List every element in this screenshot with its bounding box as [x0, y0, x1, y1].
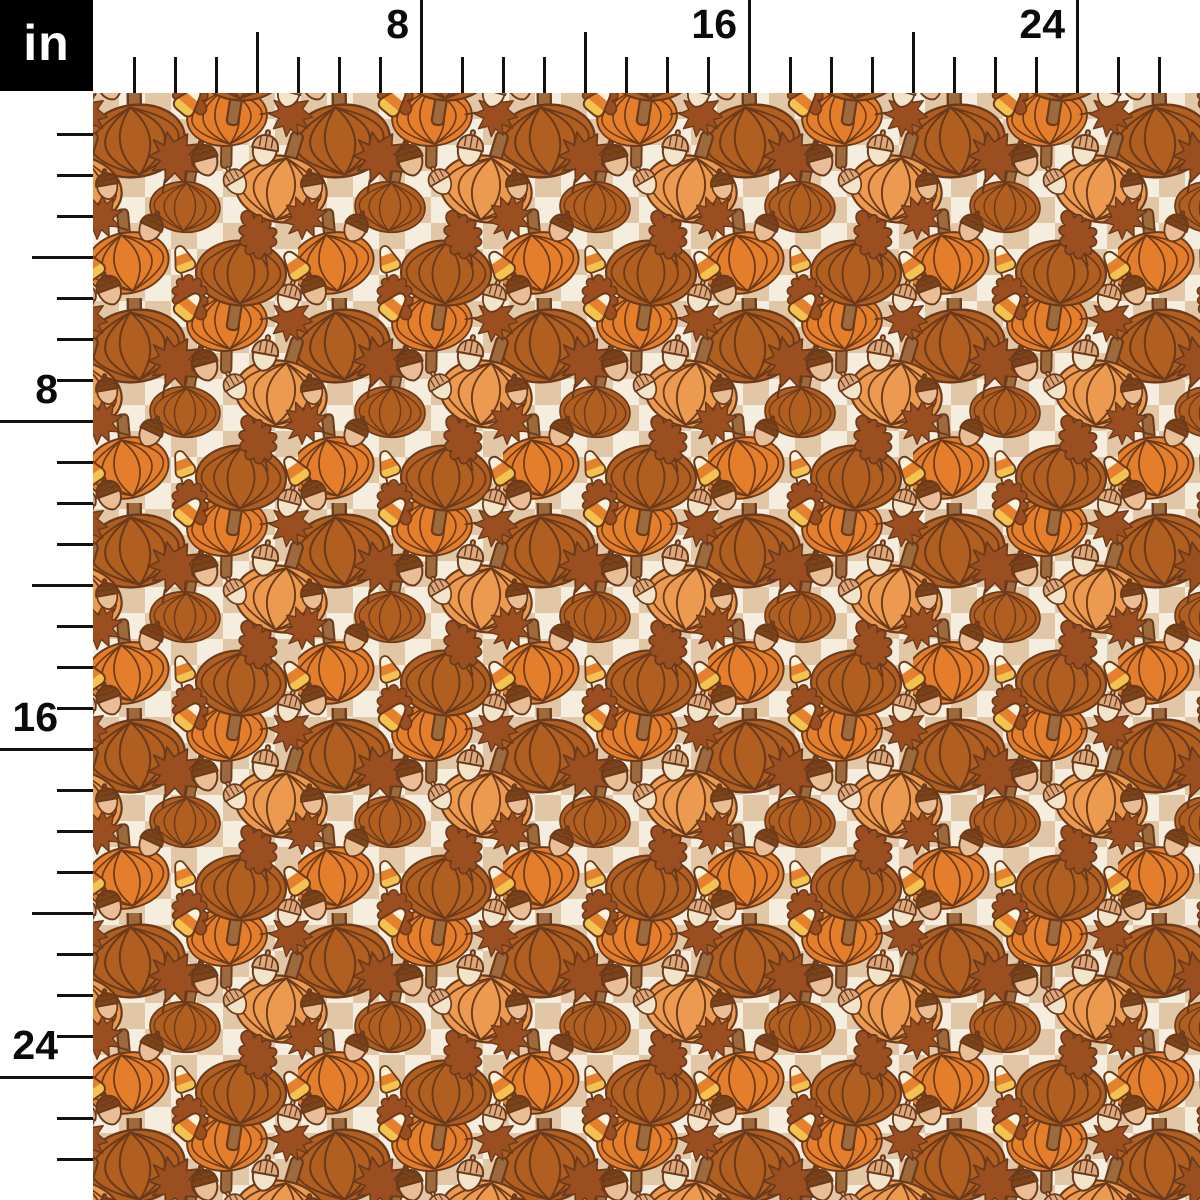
ruler-tick	[57, 174, 93, 177]
ruler-tick	[133, 57, 136, 93]
ruler-tick	[625, 57, 628, 93]
ruler-tick	[584, 32, 587, 93]
ruler-tick	[0, 420, 93, 423]
ruler-tick	[57, 215, 93, 218]
ruler-tick	[174, 57, 177, 93]
ruler-tick	[57, 789, 93, 792]
unit-box: in	[0, 0, 93, 91]
ruler-tick	[420, 0, 423, 93]
ruler-tick	[32, 912, 93, 915]
ruler-number: 16	[691, 4, 747, 45]
ruler-tick	[994, 57, 997, 93]
ruler-tick	[215, 57, 218, 93]
ruler-tick	[461, 57, 464, 93]
ruler-tick	[871, 57, 874, 93]
ruler-tick	[57, 338, 93, 341]
ruler-tick	[297, 57, 300, 93]
ruler-tick	[32, 256, 93, 259]
ruler-tick	[748, 0, 751, 93]
ruler-tick	[57, 871, 93, 874]
unit-label: in	[23, 14, 69, 72]
ruler-tick	[830, 57, 833, 93]
ruler-horizontal: 8 16 24	[93, 0, 1200, 93]
ruler-tick	[57, 543, 93, 546]
pumpkin-motif-layer	[93, 93, 1200, 1200]
ruler-tick	[1158, 57, 1161, 93]
fabric-swatch	[93, 93, 1200, 1200]
ruler-tick	[789, 57, 792, 93]
ruler-tick	[912, 32, 915, 93]
ruler-number: 24	[1019, 4, 1075, 45]
fabric-listing-image: in 8 16 24 8 16 24	[0, 0, 1200, 1200]
ruler-tick	[502, 57, 505, 93]
ruler-tick	[57, 461, 93, 464]
ruler-tick	[666, 57, 669, 93]
ruler-vertical: 8 16 24	[0, 93, 93, 1200]
ruler-tick	[57, 133, 93, 136]
ruler-tick	[543, 57, 546, 93]
ruler-tick	[57, 830, 93, 833]
ruler-tick	[338, 57, 341, 93]
ruler-tick	[57, 1158, 93, 1161]
ruler-tick	[57, 707, 93, 710]
ruler-number: 8	[386, 4, 419, 45]
ruler-tick	[57, 502, 93, 505]
ruler-tick	[57, 1117, 93, 1120]
ruler-tick	[707, 57, 710, 93]
ruler-number: 24	[12, 1025, 58, 1066]
ruler-tick	[1117, 57, 1120, 93]
ruler-tick	[57, 297, 93, 300]
ruler-tick	[379, 57, 382, 93]
ruler-number: 8	[35, 369, 58, 410]
pumpkin-pattern-swatch	[93, 93, 1200, 1200]
ruler-tick	[1035, 57, 1038, 93]
ruler-number: 16	[12, 697, 58, 738]
ruler-tick	[57, 625, 93, 628]
ruler-tick	[0, 1076, 93, 1079]
ruler-tick	[57, 953, 93, 956]
ruler-tick	[57, 666, 93, 669]
ruler-tick	[32, 584, 93, 587]
ruler-tick	[256, 32, 259, 93]
ruler-tick	[57, 1035, 93, 1038]
ruler-tick	[1076, 0, 1079, 93]
ruler-tick	[0, 748, 93, 751]
ruler-tick	[57, 379, 93, 382]
ruler-tick	[953, 57, 956, 93]
ruler-tick	[57, 994, 93, 997]
